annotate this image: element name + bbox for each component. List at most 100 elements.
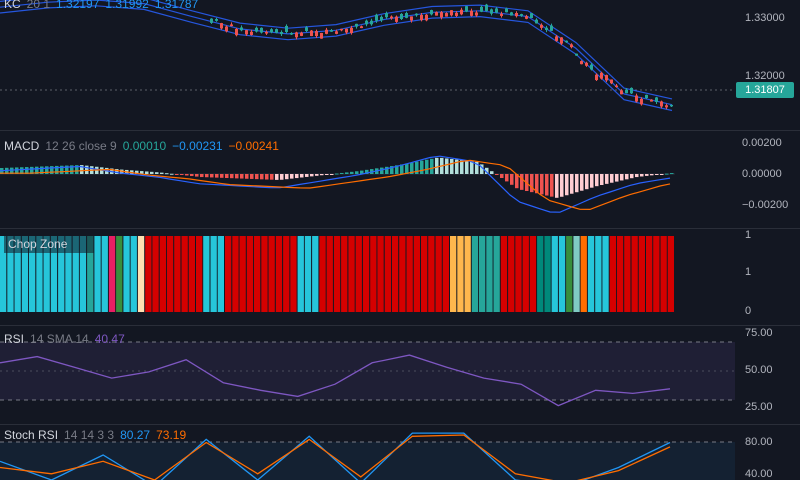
macd-histogram-bar <box>615 174 619 182</box>
macd-histogram-bar <box>250 174 254 179</box>
macd-histogram-bar <box>365 169 369 174</box>
candle-body <box>475 12 478 16</box>
chop-zone-bar <box>362 236 370 312</box>
chop-zone-bar <box>500 236 508 312</box>
chop-zone-bar <box>522 236 529 312</box>
macd-histogram-bar <box>240 174 244 179</box>
chop-zone-bar <box>464 236 471 312</box>
macd-histogram-bar <box>80 165 84 174</box>
chop-zone-bar <box>108 236 116 312</box>
stoch-rsi-chart[interactable] <box>0 425 800 480</box>
macd-histogram-bar <box>310 174 314 177</box>
candle-body <box>240 27 243 31</box>
chop-zone-pane[interactable]: 1 1 0 <box>0 229 800 325</box>
rsi-pane[interactable]: RSI 14 SMA 14 40.47 75.00 50.00 25.00 <box>0 326 800 424</box>
chop-zone-bar <box>377 236 384 312</box>
macd-histogram-bar <box>265 174 269 180</box>
candle-body <box>465 6 468 12</box>
macd-histogram-bar <box>480 164 484 174</box>
stoch-axis-label: 80.00 <box>745 436 773 448</box>
candle-body <box>625 89 628 94</box>
rsi-axis-label: 75.00 <box>745 327 773 339</box>
last-price-badge: 1.31807 <box>736 82 794 98</box>
candle-body <box>385 13 388 18</box>
candle-body <box>565 40 568 43</box>
macd-histogram-bar <box>275 174 279 180</box>
candle-body <box>660 101 663 107</box>
macd-axis-label: 0.00200 <box>742 137 782 149</box>
rsi-chart[interactable] <box>0 326 800 424</box>
macd-histogram-bar <box>190 174 194 177</box>
candle-body <box>555 36 558 41</box>
chop-zone-bar <box>391 236 399 312</box>
macd-histogram-bar <box>565 174 569 196</box>
macd-histogram-bar <box>195 174 199 177</box>
kc-legend-name: KC <box>4 0 21 11</box>
candle-body <box>635 95 638 102</box>
macd-histogram-bar <box>665 173 669 175</box>
macd-histogram-bar <box>560 174 564 197</box>
candle-body <box>235 28 238 36</box>
chop-zone-bar <box>471 236 479 312</box>
macd-histogram-bar <box>115 169 119 174</box>
price-pane[interactable]: KC 20 1 1.32197 1.31992 1.31787 1.33000 … <box>0 0 800 130</box>
macd-histogram-bar <box>70 165 74 174</box>
macd-pane[interactable]: MACD 12 26 close 9 0.00010 −0.00231 −0.0… <box>0 131 800 228</box>
candle-body <box>260 27 263 33</box>
macd-histogram-bar <box>570 174 574 194</box>
price-chart[interactable] <box>0 0 800 130</box>
macd-histogram-bar <box>545 174 549 196</box>
kc-upper-value: 1.32197 <box>56 0 100 11</box>
chop-zone-bar <box>43 236 50 312</box>
macd-histogram-bar <box>35 166 39 174</box>
candle-body <box>390 16 393 19</box>
chop-zone-bar <box>94 236 101 312</box>
macd-histogram-bar <box>25 167 29 174</box>
macd-histogram-bar <box>350 171 354 174</box>
chop-zone-bar <box>290 236 297 312</box>
chop-zone-bar <box>232 236 239 312</box>
macd-histogram-value: 0.00010 <box>122 139 167 153</box>
stoch-legend-params: 14 14 3 3 <box>64 428 115 442</box>
chop-zone-bar <box>326 236 333 312</box>
macd-histogram-bar <box>455 159 459 174</box>
pane-separator[interactable] <box>0 325 800 326</box>
macd-axis-label: 0.00000 <box>742 168 782 180</box>
pane-separator[interactable] <box>0 424 800 425</box>
chop-zone-bar <box>667 236 674 312</box>
chop-zone-bar <box>421 236 428 312</box>
macd-histogram-bar <box>185 174 189 176</box>
chop-zone-bar <box>537 236 544 312</box>
macd-histogram-bar <box>425 159 429 174</box>
macd-histogram-bar <box>595 174 599 187</box>
macd-histogram-bar <box>410 162 414 174</box>
candle-body <box>460 9 463 15</box>
chop-zone-bar <box>399 236 406 312</box>
chop-zone-bar <box>450 236 457 312</box>
candle-body <box>590 64 593 70</box>
macd-histogram-bar <box>305 174 309 177</box>
macd-signal-line <box>0 159 671 211</box>
macd-histogram-bar <box>485 167 489 174</box>
macd-histogram-bar <box>15 167 19 174</box>
candle-body <box>335 31 338 34</box>
macd-chart[interactable] <box>0 131 800 228</box>
chop-zone-bar <box>486 236 493 312</box>
macd-histogram-bar <box>650 174 654 176</box>
macd-histogram-bar <box>445 158 449 174</box>
chop-zone-bar <box>609 236 616 312</box>
pane-separator[interactable] <box>0 130 800 131</box>
chop-zone-bar <box>239 236 246 312</box>
chop-zone-bar <box>602 236 609 312</box>
candle-body <box>290 32 293 35</box>
candle-body <box>435 12 438 16</box>
macd-histogram-bar <box>270 174 274 180</box>
stoch-rsi-pane[interactable]: Stoch RSI 14 14 3 3 80.27 73.19 80.00 40… <box>0 425 800 480</box>
chop-zone-bar <box>646 236 653 312</box>
candle-body <box>245 30 248 35</box>
macd-histogram-bar <box>530 174 534 193</box>
chop-zone-chart[interactable] <box>0 229 800 325</box>
chop-zone-bar <box>660 236 667 312</box>
pane-separator[interactable] <box>0 228 800 229</box>
macd-histogram-bar <box>340 172 344 174</box>
